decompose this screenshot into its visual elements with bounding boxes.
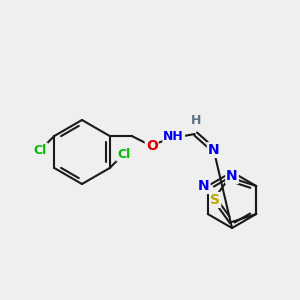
Text: O: O [146,139,158,153]
Text: N: N [226,169,238,183]
Text: Cl: Cl [34,143,47,157]
Text: H: H [190,115,201,128]
Text: S: S [210,193,220,207]
Text: N: N [198,179,210,193]
Text: Cl: Cl [117,148,130,160]
Text: N: N [208,143,220,157]
Text: NH: NH [163,130,184,142]
